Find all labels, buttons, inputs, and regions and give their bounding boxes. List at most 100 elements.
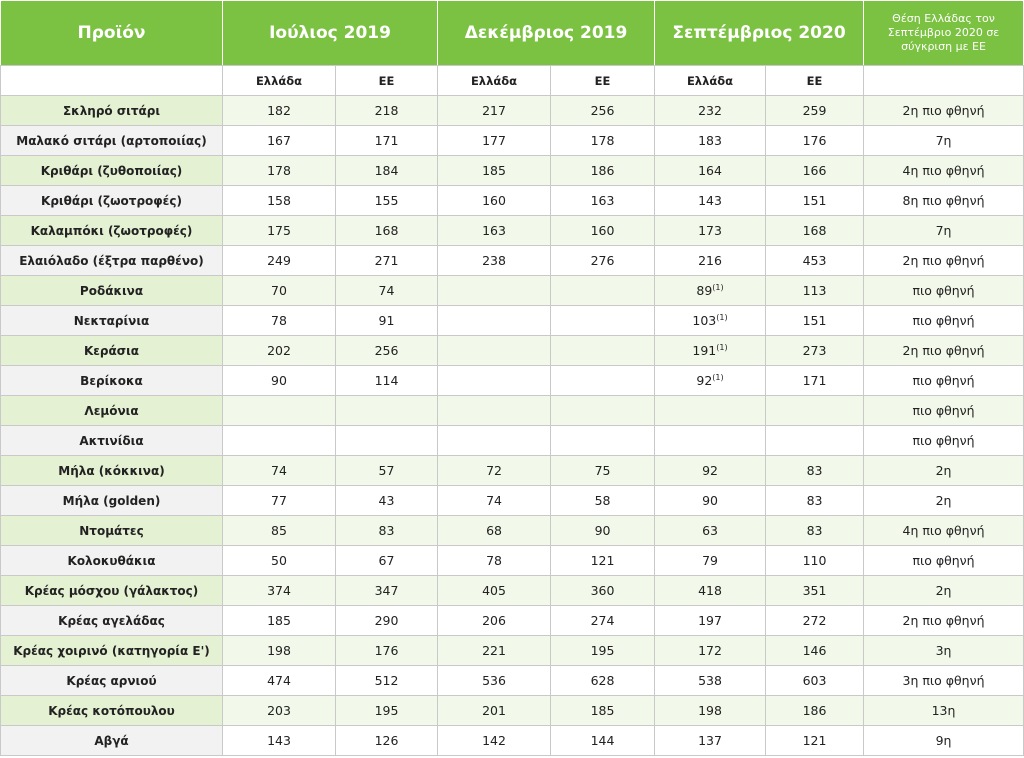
value-cell: 198 <box>222 635 336 666</box>
value-cell: 178 <box>550 125 656 156</box>
position-cell: πιο φθηνή <box>863 395 1024 426</box>
value-cell: 183 <box>654 125 767 156</box>
empty-cell <box>765 395 865 426</box>
empty-cell <box>550 395 656 426</box>
value-cell: 151 <box>765 185 865 216</box>
value-cell: 72 <box>437 455 552 486</box>
value-cell: 63 <box>654 515 767 546</box>
value-cell: 121 <box>550 545 656 576</box>
position-cell: 3η <box>863 635 1024 666</box>
value-cell: 201 <box>437 695 552 726</box>
value-cell: 347 <box>334 575 439 606</box>
value-cell: 171 <box>334 125 439 156</box>
product-cell: Κεράσια <box>0 335 223 366</box>
product-cell: Ροδάκινα <box>0 275 223 306</box>
product-cell: Καλαμπόκι (ζωοτροφές) <box>0 215 223 246</box>
value-cell: 290 <box>334 605 439 636</box>
value-cell: 50 <box>222 545 336 576</box>
table-row: Κολοκυθάκια 50 67 78 121 79 110 πιο φθηνή <box>0 545 1024 576</box>
value-cell: 603 <box>765 665 865 696</box>
position-cell: 9η <box>863 725 1024 756</box>
empty-cell <box>550 305 656 336</box>
table-row: Ροδάκινα 70 74 89(1) 113 πιο φθηνή <box>0 275 1024 306</box>
header-cell: Σεπτέμβριος 2020 <box>654 0 865 66</box>
value-cell: 143 <box>654 185 767 216</box>
product-cell: Λεμόνια <box>0 395 223 426</box>
position-cell: 8η πιο φθηνή <box>863 185 1024 216</box>
position-cell: 7η <box>863 215 1024 246</box>
table-row: Κεράσια 202 256 191(1) 273 2η πιο φθηνή <box>0 335 1024 366</box>
value-cell: 91 <box>334 305 439 336</box>
position-cell: 7η <box>863 125 1024 156</box>
value-cell: 216 <box>654 245 767 276</box>
value-cell: 628 <box>550 665 656 696</box>
product-cell: Μαλακό σιτάρι (αρτοποιίας) <box>0 125 223 156</box>
value-cell: 271 <box>334 245 439 276</box>
subheader-cell: Ελλάδα <box>222 65 336 96</box>
product-cell: Κριθάρι (ζυθοποιίας) <box>0 155 223 186</box>
header-cell: Θέση Ελλάδας τον Σεπτέμβριο 2020 σε σύγκ… <box>863 0 1024 66</box>
position-cell: 2η πιο φθηνή <box>863 335 1024 366</box>
value-cell: 77 <box>222 485 336 516</box>
value: 191 <box>692 343 717 359</box>
value-cell: 167 <box>222 125 336 156</box>
subheader-cell: ΕΕ <box>765 65 865 96</box>
value-cell: 171 <box>765 365 865 396</box>
value-cell: 221 <box>437 635 552 666</box>
value-cell: 405 <box>437 575 552 606</box>
empty-cell <box>222 395 336 426</box>
value-cell: 90 <box>222 365 336 396</box>
table-row: Νεκταρίνια 78 91 103(1) 151 πιο φθηνή <box>0 305 1024 336</box>
value-cell: 172 <box>654 635 767 666</box>
value-cell: 78 <box>437 545 552 576</box>
product-cell: Αβγά <box>0 725 223 756</box>
footnote-mark: (1) <box>712 282 724 292</box>
footnote-mark: (1) <box>716 342 728 352</box>
subheader-cell: Ελλάδα <box>437 65 552 96</box>
value-cell: 272 <box>765 605 865 636</box>
value-cell: 536 <box>437 665 552 696</box>
value-cell: 68 <box>437 515 552 546</box>
product-cell: Μήλα (golden) <box>0 485 223 516</box>
value-cell: 79 <box>654 545 767 576</box>
product-cell: Κριθάρι (ζωοτροφές) <box>0 185 223 216</box>
position-cell: 2η <box>863 575 1024 606</box>
value-cell: 160 <box>550 215 656 246</box>
value-cell: 163 <box>550 185 656 216</box>
product-cell: Ντομάτες <box>0 515 223 546</box>
value-cell: 186 <box>550 155 656 186</box>
product-cell: Κρέας αρνιού <box>0 665 223 696</box>
value-cell: 83 <box>334 515 439 546</box>
value-cell: 74 <box>334 275 439 306</box>
value-cell: 274 <box>550 605 656 636</box>
product-cell: Νεκταρίνια <box>0 305 223 336</box>
value-cell: 474 <box>222 665 336 696</box>
value-cell: 43 <box>334 485 439 516</box>
subheader-cell: Ελλάδα <box>654 65 767 96</box>
empty-cell <box>437 305 552 336</box>
value-cell: 126 <box>334 725 439 756</box>
empty-cell <box>334 425 439 456</box>
value-cell: 185 <box>222 605 336 636</box>
position-cell: 13η <box>863 695 1024 726</box>
header-row: Προϊόν Ιούλιος 2019 Δεκέμβριος 2019 Σεπτέμβ… <box>0 0 1024 66</box>
value: 89 <box>696 283 713 299</box>
table-row: Μήλα (golden) 77 43 74 58 90 83 2η <box>0 485 1024 516</box>
value-cell: 195 <box>334 695 439 726</box>
value-cell: 176 <box>765 125 865 156</box>
value-cell: 155 <box>334 185 439 216</box>
value-cell: 158 <box>222 185 336 216</box>
value-cell: 121 <box>765 725 865 756</box>
value-cell: 92 <box>654 455 767 486</box>
value-cell: 195 <box>550 635 656 666</box>
value-cell: 70 <box>222 275 336 306</box>
position-cell: 2η πιο φθηνή <box>863 605 1024 636</box>
subheader-row: Ελλάδα ΕΕ Ελλάδα ΕΕ Ελλάδα ΕΕ <box>0 65 1024 96</box>
position-cell: 2η <box>863 455 1024 486</box>
subheader-cell: ΕΕ <box>334 65 439 96</box>
value-cell: 143 <box>222 725 336 756</box>
table-row: Κριθάρι (ζωοτροφές) 158 155 160 163 143 151 8η … <box>0 185 1024 216</box>
product-cell: Κρέας μόσχου (γάλακτος) <box>0 575 223 606</box>
value-cell: 168 <box>334 215 439 246</box>
